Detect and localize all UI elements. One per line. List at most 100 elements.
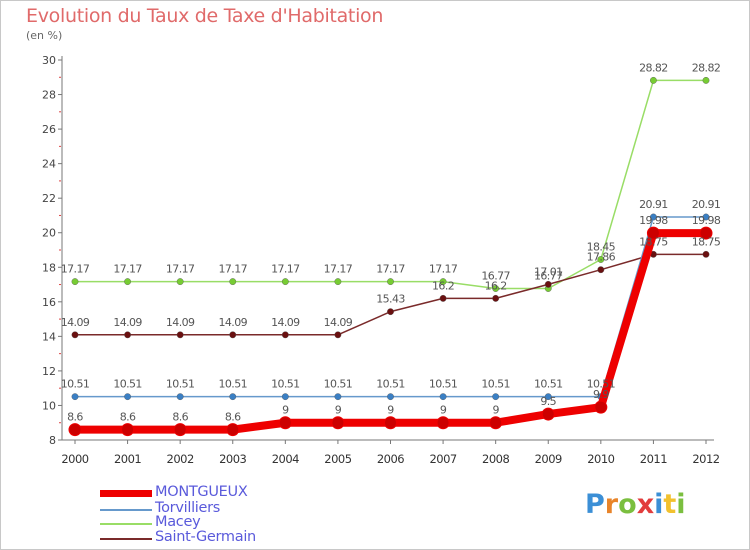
y-tick-label: 20 <box>42 227 56 240</box>
x-tick-label: 2005 <box>324 452 351 466</box>
legend-swatch <box>100 490 152 497</box>
data-point <box>699 226 713 240</box>
data-label: 14.09 <box>113 316 142 329</box>
data-label: 14.09 <box>324 316 353 329</box>
data-label: 20.91 <box>692 198 721 211</box>
data-label: 17.01 <box>534 265 563 278</box>
data-label: 17.17 <box>271 263 300 276</box>
data-point <box>489 416 503 430</box>
data-point <box>281 393 289 401</box>
x-tick-label: 2009 <box>535 452 562 466</box>
data-point <box>439 278 447 286</box>
data-point <box>387 393 394 401</box>
data-point <box>541 407 555 421</box>
data-label: 10.51 <box>61 378 90 391</box>
data-point <box>71 278 79 286</box>
data-label: 19.98 <box>692 214 721 227</box>
data-label: 17.17 <box>219 263 248 276</box>
logo-letter: i <box>654 489 664 520</box>
data-point <box>229 393 237 401</box>
data-point <box>702 213 710 221</box>
legend-swatch <box>100 538 152 540</box>
logo-letter: t <box>663 489 677 520</box>
x-tick-label: 2003 <box>219 452 246 466</box>
data-point <box>544 393 552 401</box>
data-point <box>702 76 710 84</box>
data-label: 19.98 <box>639 214 668 227</box>
x-tick-label: 2012 <box>692 452 719 466</box>
data-point <box>176 278 184 286</box>
data-point <box>334 278 342 286</box>
data-point <box>124 278 131 286</box>
data-label: 17.17 <box>324 263 353 276</box>
data-point <box>387 308 394 316</box>
data-label: 20.91 <box>639 198 668 211</box>
data-label: 17.17 <box>376 263 405 276</box>
y-tick-label: 12 <box>42 365 56 378</box>
data-label: 14.09 <box>219 316 248 329</box>
data-label: 8.6 <box>172 411 188 424</box>
data-label: 14.09 <box>61 316 90 329</box>
logo-letter: P <box>585 489 605 520</box>
data-point <box>226 423 240 437</box>
data-point <box>597 266 605 274</box>
chart-title: Evolution du Taux de Taxe d'Habitation <box>26 5 384 27</box>
data-point <box>436 416 450 430</box>
y-tick-label: 22 <box>42 192 56 205</box>
x-tick-label: 2002 <box>167 452 194 466</box>
data-label: 16.77 <box>534 270 563 283</box>
data-point <box>384 416 397 430</box>
y-tick-label: 10 <box>42 399 56 412</box>
data-point <box>68 423 82 437</box>
logo-letter: i <box>676 489 686 520</box>
y-tick-label: 18 <box>42 261 56 274</box>
data-point <box>71 331 79 339</box>
data-point <box>439 393 447 401</box>
data-label: 9 <box>335 404 342 417</box>
y-tick-label: 14 <box>42 330 56 343</box>
x-tick-label: 2008 <box>482 452 509 466</box>
data-point <box>124 331 131 339</box>
data-label: 28.82 <box>692 61 721 74</box>
data-point <box>281 278 289 286</box>
data-point <box>281 331 289 339</box>
data-label: 9 <box>492 404 499 417</box>
data-point <box>594 400 608 414</box>
data-label: 9 <box>282 404 289 417</box>
x-tick-label: 2011 <box>640 452 667 466</box>
data-label: 17.17 <box>166 263 195 276</box>
data-point <box>650 76 657 84</box>
data-point <box>121 423 135 437</box>
legend-swatch <box>100 509 152 511</box>
data-label: 8.6 <box>225 411 241 424</box>
data-label: 10.51 <box>166 378 195 391</box>
data-label: 17.17 <box>429 263 458 276</box>
y-tick-label: 28 <box>42 89 56 102</box>
data-label: 18.75 <box>692 235 721 248</box>
logo-letter: x <box>636 489 655 520</box>
y-tick-label: 16 <box>42 296 56 309</box>
data-label: 15.43 <box>376 293 405 306</box>
data-point <box>331 416 345 430</box>
data-point <box>176 331 184 339</box>
data-label: 8.6 <box>120 411 136 424</box>
data-label: 10.51 <box>481 378 510 391</box>
data-label: 9 <box>440 404 447 417</box>
data-label: 18.75 <box>639 235 668 248</box>
data-label: 17.17 <box>113 263 142 276</box>
data-label: 10.51 <box>376 378 405 391</box>
data-label: 18.45 <box>587 241 616 254</box>
y-tick-label: 30 <box>42 54 56 67</box>
data-point <box>439 294 447 302</box>
data-point <box>650 213 657 221</box>
y-tick-label: 24 <box>42 158 56 171</box>
data-point <box>334 393 342 401</box>
data-label: 10.51 <box>587 378 616 391</box>
data-point <box>702 250 710 258</box>
data-point <box>334 331 342 339</box>
data-point <box>173 423 187 437</box>
x-tick-label: 2000 <box>61 452 88 466</box>
proxiti-logo: Proxiti <box>585 489 686 520</box>
data-label: 10.51 <box>534 378 563 391</box>
